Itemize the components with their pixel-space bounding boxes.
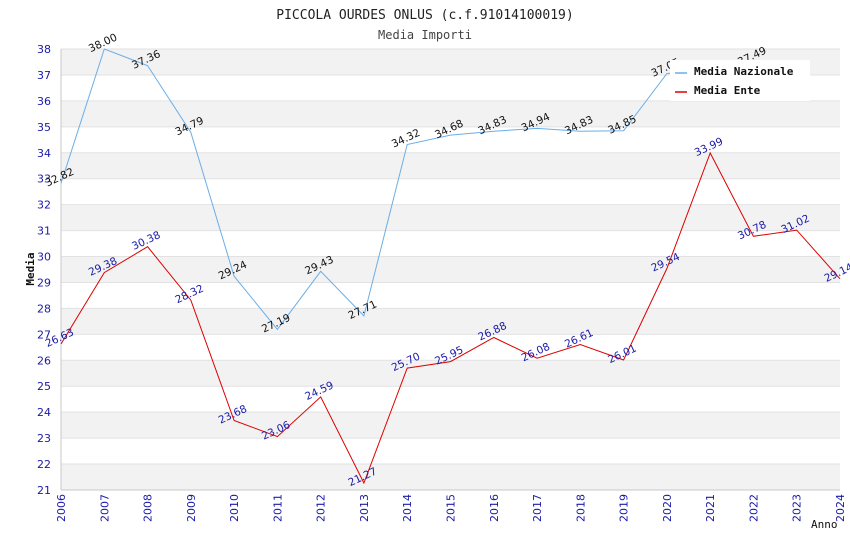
y-tick-label: 23	[37, 432, 51, 445]
y-tick-label: 28	[37, 302, 51, 315]
data-label-ente: 30.38	[130, 229, 162, 253]
legend-label-nazionale: Media Nazionale	[694, 65, 794, 78]
x-tick-label: 2019	[618, 494, 631, 522]
y-tick-label: 31	[37, 225, 51, 238]
chart-title: PICCOLA OURDES ONLUS (c.f.91014100019)	[276, 8, 573, 23]
x-axis-label: Anno	[811, 518, 838, 531]
series-line-nazionale	[60, 48, 754, 331]
legend-box	[670, 60, 810, 101]
x-tick-label: 2018	[574, 494, 587, 522]
x-tick-label: 2015	[445, 494, 458, 522]
series-line-ente	[60, 151, 841, 485]
x-tick-label: 2022	[747, 494, 760, 522]
x-tick-labels: 2006 2007 2008 2009 2010 2011 2012 2013 2014 2015…	[55, 494, 847, 522]
axes	[60, 49, 840, 491]
y-tick-label: 22	[37, 458, 51, 471]
y-tick-label: 38	[37, 43, 51, 56]
y-tick-label: 35	[37, 121, 51, 134]
y-tick-label: 36	[37, 95, 51, 108]
x-tick-label: 2011	[271, 494, 284, 522]
grid-band	[61, 152, 840, 179]
grid-band	[61, 256, 840, 283]
x-tick-label: 2010	[228, 494, 241, 522]
y-tick-label: 29	[37, 276, 51, 289]
y-tick-label: 24	[37, 406, 51, 419]
y-tick-label: 30	[37, 251, 51, 264]
x-tick-label: 2021	[704, 494, 717, 522]
grid-band	[61, 308, 840, 335]
x-tick-label: 2012	[315, 494, 328, 522]
x-tick-label: 2009	[185, 494, 198, 522]
grid-band	[61, 412, 840, 439]
y-tick-label: 26	[37, 354, 51, 367]
legend-label-ente: Media Ente	[694, 84, 761, 97]
x-tick-label: 2017	[531, 494, 544, 522]
y-tick-label: 33	[37, 173, 51, 186]
grid-band	[61, 204, 840, 231]
x-tick-label: 2013	[358, 494, 371, 522]
x-tick-label: 2016	[488, 494, 501, 522]
y-tick-label: 32	[37, 199, 51, 212]
grid-band	[61, 360, 840, 387]
y-tick-label: 25	[37, 380, 51, 393]
x-tick-label: 2014	[401, 494, 414, 522]
data-label-ente: 28.32	[173, 283, 205, 307]
y-tick-label: 37	[37, 69, 51, 82]
series-lines	[60, 48, 841, 485]
x-tick-label: 2020	[661, 494, 674, 522]
data-label-nazionale: 34.32	[390, 127, 422, 151]
grid-band	[61, 100, 840, 127]
y-tick-labels: 21 22 23 24 25 26 27 28 29 30 31 32 33 34 35 36 37 38	[37, 43, 51, 497]
chart-subtitle: Media Importi	[378, 28, 472, 42]
y-axis-label: Media	[24, 252, 37, 285]
x-tick-label: 2008	[142, 494, 155, 522]
data-label-nazionale: 32.82	[44, 166, 76, 190]
legend: Media Nazionale Media Ente	[670, 60, 810, 101]
x-tick-label: 2024	[834, 494, 847, 522]
grid-bands	[61, 49, 840, 490]
x-tick-label: 2007	[98, 494, 111, 522]
x-tick-label: 2006	[55, 494, 68, 522]
x-tick-label: 2023	[791, 494, 804, 522]
y-tick-label: 34	[37, 147, 51, 160]
grid-band	[61, 464, 840, 490]
y-tick-label: 21	[37, 484, 51, 497]
y-tick-label: 27	[37, 328, 51, 341]
